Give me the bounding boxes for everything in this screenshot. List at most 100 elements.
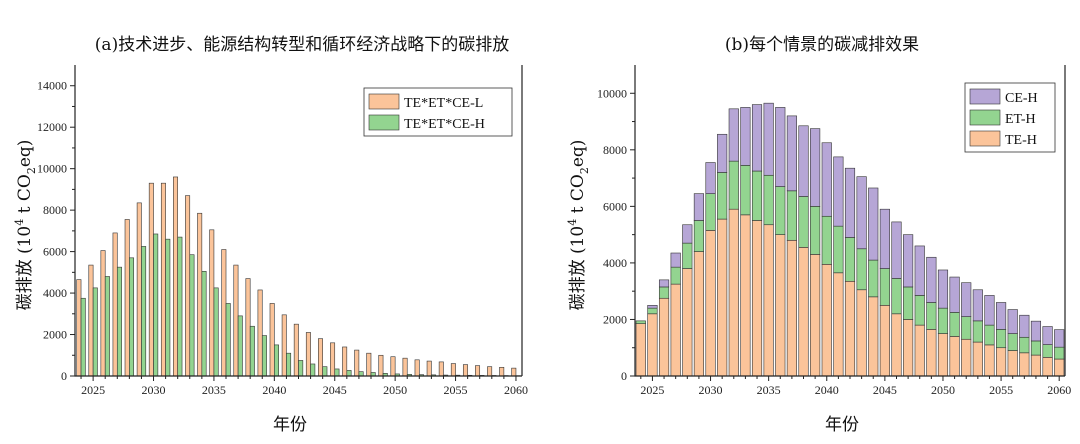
y-tick-label: 8000 xyxy=(603,143,627,157)
x-tick-label: 2035 xyxy=(202,383,226,397)
bar-TE*ET*CE-L-2034 xyxy=(197,212,203,377)
bar-TE-H-2055 xyxy=(996,347,1007,377)
bar-CE-H-2055 xyxy=(996,302,1007,330)
bar-TE-H-2030 xyxy=(705,230,716,377)
bar-TE-H-2040 xyxy=(821,264,832,377)
bar-TE*ET*CE-H-2047 xyxy=(358,371,364,377)
bar-TE-H-2027 xyxy=(670,283,681,377)
bar-ET-H-2027 xyxy=(670,266,681,285)
bar-CE-H-2027 xyxy=(670,252,681,268)
bar-TE-H-2034 xyxy=(751,220,763,377)
bar-ET-H-2028 xyxy=(682,242,693,269)
bar-TE*ET*CE-H-2026 xyxy=(104,276,110,377)
legend-label-TE*ET*CE-H: TE*ET*CE-H xyxy=(404,117,485,132)
bar-ET-H-2054 xyxy=(984,324,995,346)
bar-CE-H-2046 xyxy=(891,221,902,279)
bar-CE-H-2056 xyxy=(1007,309,1018,334)
bar-TE-H-2047 xyxy=(903,319,914,377)
bar-CE-H-2034 xyxy=(751,104,763,172)
bar-CE-H-2049 xyxy=(926,256,937,303)
bar-CE-H-2051 xyxy=(949,276,960,313)
y-tick-label: 12000 xyxy=(37,120,67,134)
bar-CE-H-2030 xyxy=(705,162,716,194)
chart-b: 0 2000 4000 6000 8000 10000 2025 2030 2035 2040 20… xyxy=(597,65,1071,397)
x-tick-label: 2025 xyxy=(81,383,105,397)
bar-ET-H-2033 xyxy=(740,165,751,216)
chart-a-title: (a)技术进步、能源结构转型和循环经济战略下的碳排放 xyxy=(95,35,509,55)
bar-TE*ET*CE-H-2040 xyxy=(274,344,279,377)
bar-TE*ET*CE-H-2024 xyxy=(80,297,86,377)
bar-TE-H-2042 xyxy=(844,280,856,377)
bar-TE*ET*CE-L-2055 xyxy=(450,363,456,377)
legend-label-TE*ET*CE-L: TE*ET*CE-L xyxy=(404,96,483,111)
bar-ET-H-2029 xyxy=(693,220,704,252)
bar-TE-H-2049 xyxy=(926,329,937,377)
bar-ET-H-2053 xyxy=(972,320,983,343)
bar-CE-H-2053 xyxy=(972,289,983,322)
bar-ET-H-2030 xyxy=(705,193,716,231)
bar-CE-H-2040 xyxy=(821,142,832,217)
bar-ET-H-2034 xyxy=(751,170,763,221)
x-tick-label: 2055 xyxy=(444,383,468,397)
y-tick-label: 2000 xyxy=(43,328,67,342)
y-tick-label: 10000 xyxy=(597,86,627,100)
bar-TE-H-2025 xyxy=(647,313,658,377)
x-tick-label: 2040 xyxy=(262,383,286,397)
bar-TE*ET*CE-L-2060 xyxy=(511,367,517,377)
bar-ET-H-2037 xyxy=(786,190,797,241)
x-tick-label: 2050 xyxy=(383,383,407,397)
legend-label-TE-H: TE-H xyxy=(1005,133,1037,148)
bar-TE-H-2051 xyxy=(949,336,960,377)
bar-TE*ET*CE-H-2033 xyxy=(189,254,195,377)
bar-TE*ET*CE-H-2041 xyxy=(286,352,292,377)
bar-TE-H-2043 xyxy=(856,289,867,377)
bar-TE*ET*CE-L-2024 xyxy=(76,279,82,377)
bar-TE-H-2041 xyxy=(833,272,844,377)
bar-TE*ET*CE-H-2028 xyxy=(129,257,135,377)
bar-TE*ET*CE-H-2029 xyxy=(141,246,147,377)
bar-ET-H-2042 xyxy=(844,237,856,282)
bar-CE-H-2037 xyxy=(786,115,797,192)
bar-TE-H-2036 xyxy=(775,234,786,377)
bar-TE*ET*CE-L-2041 xyxy=(281,314,287,377)
bar-TE-H-2026 xyxy=(658,297,670,377)
bar-ET-H-2049 xyxy=(926,302,937,330)
bar-ET-H-2046 xyxy=(891,278,902,315)
x-tick-label: 2060 xyxy=(1047,383,1071,397)
bar-TE-H-2039 xyxy=(810,254,821,377)
x-tick-label: 2025 xyxy=(640,383,664,397)
bar-TE-H-2057 xyxy=(1019,352,1030,377)
bar-CE-H-2028 xyxy=(682,224,693,244)
bar-TE*ET*CE-L-2057 xyxy=(475,365,481,377)
bar-CE-H-2041 xyxy=(833,156,844,227)
bar-TE*ET*CE-L-2049 xyxy=(378,354,384,377)
y-tick-label: 6000 xyxy=(43,245,67,259)
bar-TE*ET*CE-L-2032 xyxy=(173,176,178,377)
bar-ET-H-2038 xyxy=(798,196,809,248)
chart-b-ylabel: 碳排放 (104 t CO2eq) xyxy=(566,140,591,311)
bar-TE*ET*CE-L-2025 xyxy=(88,264,94,377)
bar-TE*ET*CE-L-2046 xyxy=(342,346,348,377)
bar-CE-H-2032 xyxy=(728,108,739,162)
x-tick-label: 2050 xyxy=(931,383,955,397)
bar-TE-H-2056 xyxy=(1007,350,1018,377)
bar-ET-H-2025 xyxy=(647,307,658,315)
bar-TE*ET*CE-L-2042 xyxy=(293,323,299,377)
bar-TE-H-2048 xyxy=(914,324,925,377)
bar-TE-H-2059 xyxy=(1042,357,1053,377)
bar-TE*ET*CE-L-2036 xyxy=(221,249,227,377)
bar-ET-H-2039 xyxy=(810,206,821,255)
bar-TE*ET*CE-L-2027 xyxy=(112,232,118,377)
x-tick-label: 2040 xyxy=(815,383,839,397)
bar-CE-H-2031 xyxy=(717,133,728,173)
bar-ET-H-2035 xyxy=(763,174,774,226)
y-tick-label: 4000 xyxy=(603,256,627,270)
bar-ET-H-2044 xyxy=(868,259,879,298)
bar-TE*ET*CE-L-2040 xyxy=(269,303,275,377)
bar-ET-H-2047 xyxy=(903,286,914,320)
bar-TE*ET*CE-H-2037 xyxy=(237,315,243,377)
bar-CE-H-2048 xyxy=(914,245,925,296)
bar-ET-H-2048 xyxy=(914,295,925,326)
bar-TE-H-2052 xyxy=(961,338,972,377)
bar-TE*ET*CE-H-2043 xyxy=(310,363,316,377)
